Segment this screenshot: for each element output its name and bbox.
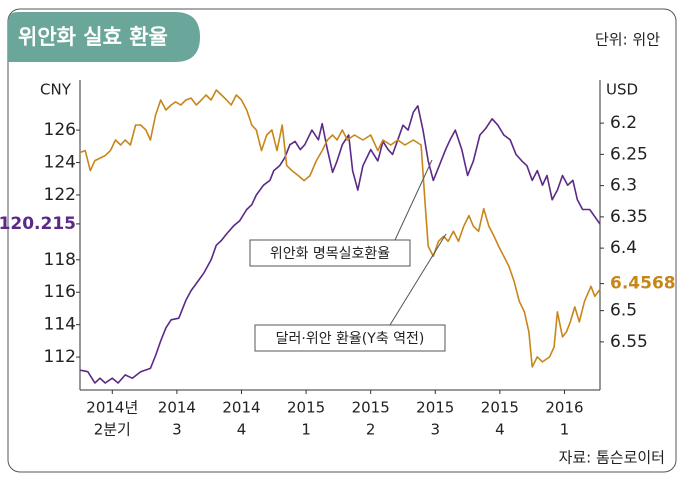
frame xyxy=(7,8,677,473)
unit: 단위: 위안 xyxy=(595,31,660,49)
y2-tick-label: 6.55 xyxy=(610,332,648,352)
x-tick-sublabel: 3 xyxy=(431,421,441,439)
x-tick-label: 2014년 xyxy=(86,399,138,417)
y-tick-label: 114 xyxy=(44,315,76,335)
y-tick-label: 126 xyxy=(44,120,76,140)
leader-line xyxy=(389,233,447,326)
annotation-box xyxy=(249,239,411,267)
y2-tick-label: 6.2 xyxy=(610,113,637,133)
x-tick-sublabel: 2 xyxy=(366,421,376,439)
x-tick-sublabel: 1 xyxy=(560,421,570,439)
x-tick-label: 2014 xyxy=(158,399,196,417)
x-tick-label: 2015 xyxy=(416,399,454,417)
y2-tick-label: 6.3 xyxy=(610,176,637,196)
x-tick-label: 2015 xyxy=(352,399,390,417)
leader-line xyxy=(394,159,433,241)
y-tick-label: 112 xyxy=(44,347,76,367)
y2-tick-label: 6.5 xyxy=(610,301,637,321)
source: 자료: 톰슨로이터 xyxy=(559,449,665,467)
chart-title: 위안화 실효 환율 xyxy=(18,25,168,49)
line-series xyxy=(79,89,601,368)
annotation: 달러·위안 환율(Y축 역전) xyxy=(276,331,425,347)
x-tick-label: 2016 xyxy=(545,399,583,417)
y2-axis-label: USD xyxy=(606,81,638,99)
y2-tick-label: 6.35 xyxy=(610,207,648,227)
x-tick-sublabel: 3 xyxy=(172,421,182,439)
x-tick-label: 2015 xyxy=(287,399,325,417)
y-tick-label: 124 xyxy=(44,153,76,173)
x-tick-sublabel: 4 xyxy=(237,421,247,439)
axes xyxy=(79,80,601,391)
y-tick-label: 116 xyxy=(44,282,76,302)
y-tick-label: 120.215 xyxy=(0,214,76,234)
annotation-box xyxy=(254,324,446,352)
x-tick-label: 2014 xyxy=(222,399,260,417)
x-tick-sublabel: 4 xyxy=(495,421,505,439)
x-tick-label: 2015 xyxy=(481,399,519,417)
y-axis-label: CNY xyxy=(40,81,72,99)
y2-tick-label: 6.4 xyxy=(610,238,637,258)
y2-tick-label: 6.25 xyxy=(610,144,648,164)
line-series xyxy=(79,105,601,384)
y2-tick-label: 6.4568 xyxy=(610,274,676,294)
y-tick-label: 118 xyxy=(44,250,76,270)
y-tick-label: 122 xyxy=(44,185,76,205)
title-tab xyxy=(8,12,200,62)
annotation: 위안화 명목실호환율 xyxy=(270,246,390,262)
x-tick-sublabel: 2분기 xyxy=(94,421,131,439)
x-tick-sublabel: 1 xyxy=(301,421,311,439)
